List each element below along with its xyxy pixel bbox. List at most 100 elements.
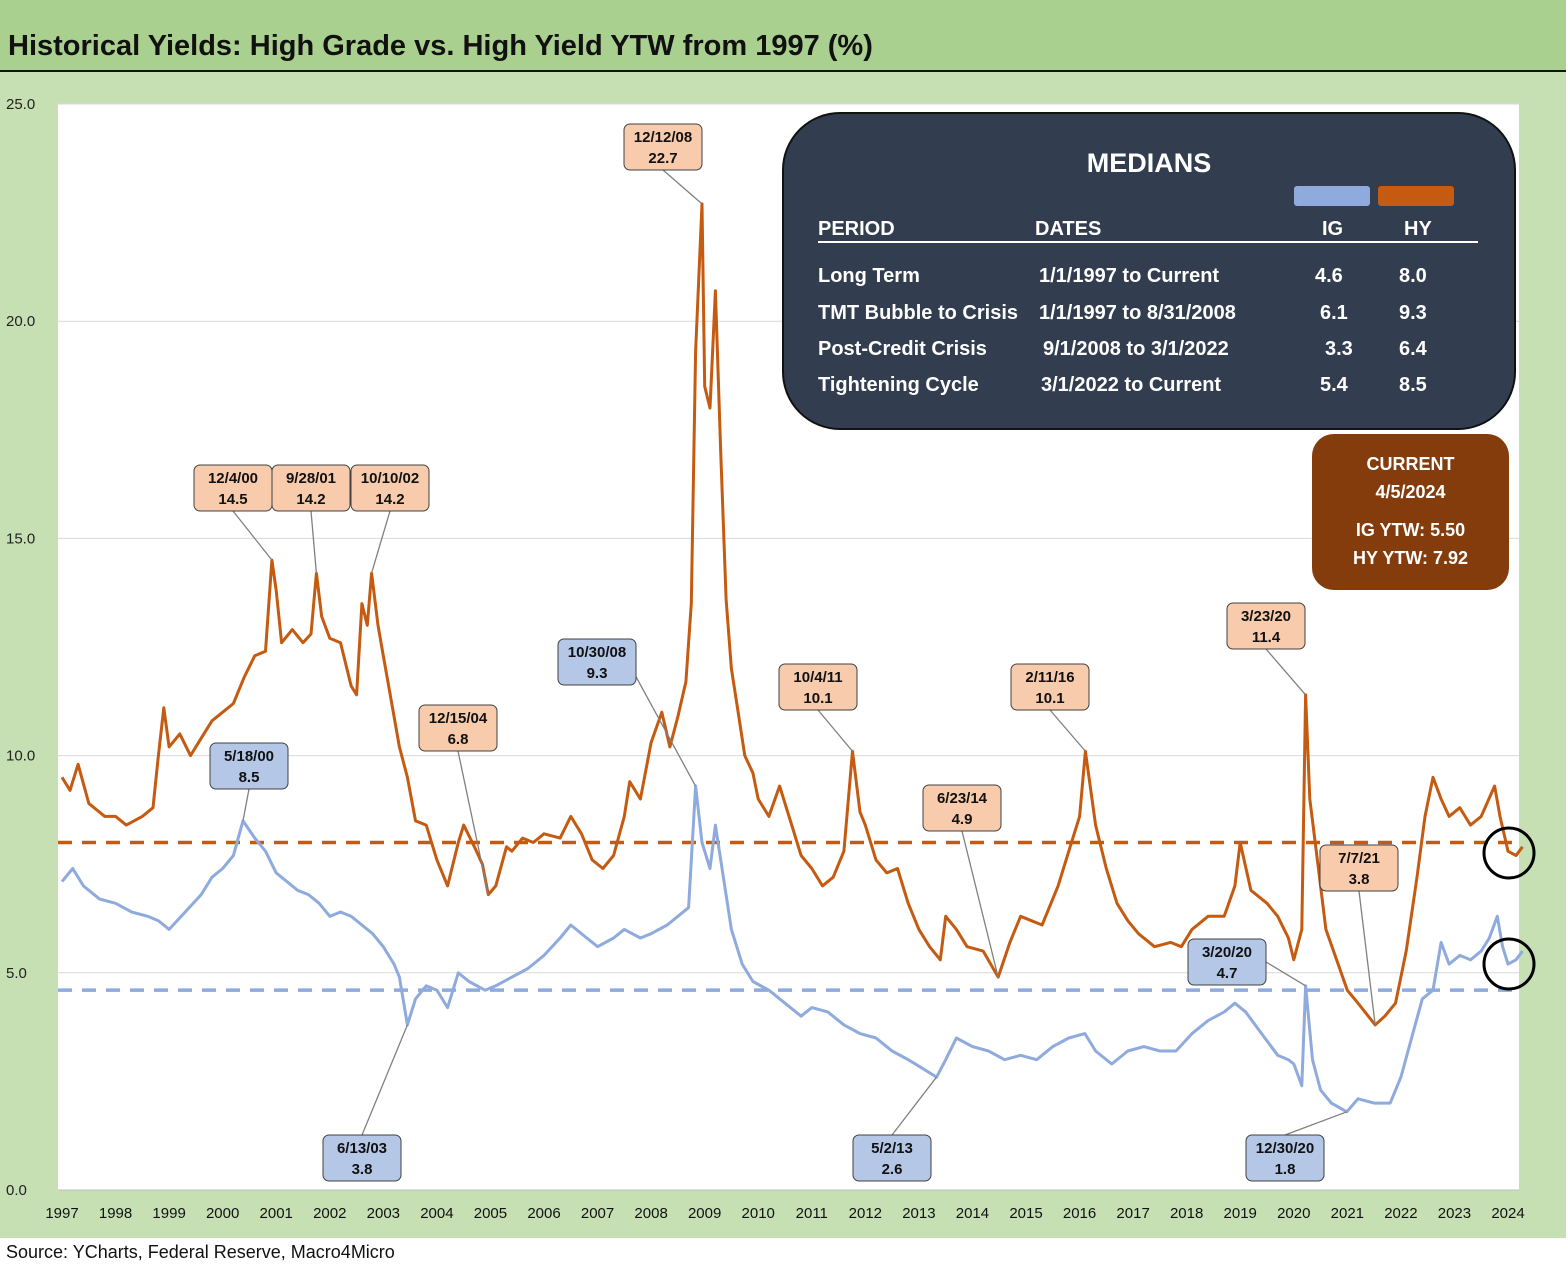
callout-box <box>778 663 858 711</box>
frame-left <box>0 72 58 1238</box>
current-date: 4/5/2024 <box>1375 482 1446 502</box>
callout-leader <box>1265 648 1307 696</box>
header-rule <box>818 241 1478 243</box>
callout-value: 8.5 <box>239 769 260 786</box>
callout-value: 14.2 <box>375 491 404 508</box>
y-tick-label: 5.0 <box>6 965 27 982</box>
ig-header: IG <box>1322 218 1344 240</box>
x-tick-label: 2022 <box>1384 1205 1417 1222</box>
callout-value: 9.3 <box>587 665 608 682</box>
row-post-crisis-hy: 6.4 <box>1399 338 1427 360</box>
frame-bottom <box>0 1190 1566 1238</box>
callout-leader <box>370 510 391 574</box>
x-tick-label: 2007 <box>581 1205 614 1222</box>
callout-box <box>418 704 498 752</box>
x-tick-label: 2018 <box>1170 1205 1203 1222</box>
current-ig-ytw: IG YTW: 5.50 <box>1355 520 1466 540</box>
current-panel: CURRENT 4/5/2024 IG YTW: 5.50 HY YTW: 7.… <box>1312 434 1509 590</box>
callout-value: 11.4 <box>1252 629 1281 646</box>
current-markers <box>1482 826 1536 991</box>
callout-date: 12/12/08 <box>634 129 692 146</box>
row-tmt-ig: 6.1 <box>1320 302 1348 324</box>
medians-title: MEDIANS <box>1086 148 1212 178</box>
callout-box <box>1319 844 1399 892</box>
x-tick-label: 1998 <box>99 1205 132 1222</box>
callout-box <box>557 638 637 686</box>
row-tmt-dates: 1/1/1997 to 8/31/2008 <box>1039 302 1236 324</box>
callout-value: 14.2 <box>296 491 325 508</box>
callout-box <box>322 1134 402 1182</box>
callout-date: 9/28/01 <box>286 470 336 487</box>
x-tick-label: 2017 <box>1116 1205 1149 1222</box>
x-tick-label: 2011 <box>796 1205 828 1222</box>
medians-panel: MEDIANS PERIOD DATES IG HY Long Term 1/1… <box>782 112 1516 430</box>
series-ig-line <box>60 784 1524 1114</box>
callout-value: 4.7 <box>1217 965 1238 982</box>
row-tmt-period: TMT Bubble to Crisis <box>818 302 1018 324</box>
x-tick-label: 2006 <box>527 1205 560 1222</box>
x-tick-label: 2003 <box>367 1205 400 1222</box>
y-tick-label: 0.0 <box>6 1182 27 1199</box>
callout-leader <box>891 1076 938 1136</box>
row-post-crisis-ig: 3.3 <box>1325 338 1353 360</box>
callout-date: 6/23/14 <box>937 790 988 807</box>
x-axis-ticks: 1997 1998 1999 2000 2001 2002 2003 2004 2005 2006… <box>45 1205 1524 1222</box>
x-tick-label: 2014 <box>956 1205 989 1222</box>
callout-leader <box>1049 709 1086 752</box>
callout-date: 3/20/20 <box>1202 944 1252 961</box>
callout-date: 12/15/04 <box>429 710 488 727</box>
callout-date: 7/7/21 <box>1338 850 1380 867</box>
source-note: Source: YCharts, Federal Reserve, Macro4… <box>6 1242 395 1262</box>
row-post-crisis-dates: 9/1/2008 to 3/1/2022 <box>1043 338 1229 360</box>
ig-legend-swatch <box>1294 186 1370 206</box>
row-post-crisis-period: Post-Credit Crisis <box>818 338 987 360</box>
x-tick-label: 2004 <box>420 1205 453 1222</box>
callout-date: 3/23/20 <box>1241 608 1291 625</box>
y-tick-label: 15.0 <box>6 530 35 547</box>
dates-header: DATES <box>1035 218 1102 240</box>
x-tick-label: 2000 <box>206 1205 239 1222</box>
row-tightening-period: Tightening Cycle <box>818 374 979 396</box>
median-lines <box>58 840 1519 992</box>
x-tick-label: 2001 <box>260 1205 293 1222</box>
x-tick-label: 2021 <box>1331 1205 1364 1222</box>
hy-current-circle <box>1482 826 1536 880</box>
callout-leader <box>457 750 489 895</box>
row-long-term-dates: 1/1/1997 to Current <box>1039 265 1220 287</box>
callout-value: 10.1 <box>1035 690 1064 707</box>
callout-leader <box>361 1024 409 1136</box>
x-tick-label: 2005 <box>474 1205 507 1222</box>
callout-box <box>209 742 289 790</box>
row-tightening-ig: 5.4 <box>1320 374 1348 396</box>
x-tick-label: 2016 <box>1063 1205 1096 1222</box>
callout-leader <box>662 169 703 205</box>
x-tick-label: 2010 <box>742 1205 775 1222</box>
callout-date: 12/4/00 <box>208 470 258 487</box>
hy-header: HY <box>1404 218 1432 240</box>
x-tick-label: 2013 <box>902 1205 935 1222</box>
y-tick-label: 10.0 <box>6 748 35 765</box>
callout-leader <box>1358 890 1376 1026</box>
callout-leader <box>242 788 250 821</box>
x-tick-label: 2023 <box>1438 1205 1471 1222</box>
y-axis-ticks: 0.0 5.0 10.0 15.0 20.0 25.0 <box>6 96 35 1199</box>
callout-value: 1.8 <box>1275 1161 1296 1178</box>
row-tmt-hy: 9.3 <box>1399 302 1427 324</box>
callout-leader <box>817 709 853 752</box>
callout-box <box>922 784 1002 832</box>
callouts: 12/12/08 22.7 12/4/00 14.5 9/28/01 14.2 10/10/… <box>193 123 1399 1182</box>
callout-value: 4.9 <box>952 811 973 828</box>
callout-date: 10/10/02 <box>361 470 419 487</box>
row-long-term-ig: 4.6 <box>1315 265 1343 287</box>
x-tick-label: 2015 <box>1009 1205 1042 1222</box>
callout-leader <box>961 830 999 978</box>
callout-value: 3.8 <box>352 1161 373 1178</box>
callout-value: 3.8 <box>1349 871 1370 888</box>
x-tick-label: 2012 <box>849 1205 882 1222</box>
callout-box <box>1226 602 1306 650</box>
series-lines <box>60 202 1524 1114</box>
x-tick-label: 2020 <box>1277 1205 1310 1222</box>
series-hy-line <box>60 202 1524 1027</box>
x-tick-label: 1997 <box>45 1205 78 1222</box>
ig-current-circle <box>1482 937 1536 991</box>
